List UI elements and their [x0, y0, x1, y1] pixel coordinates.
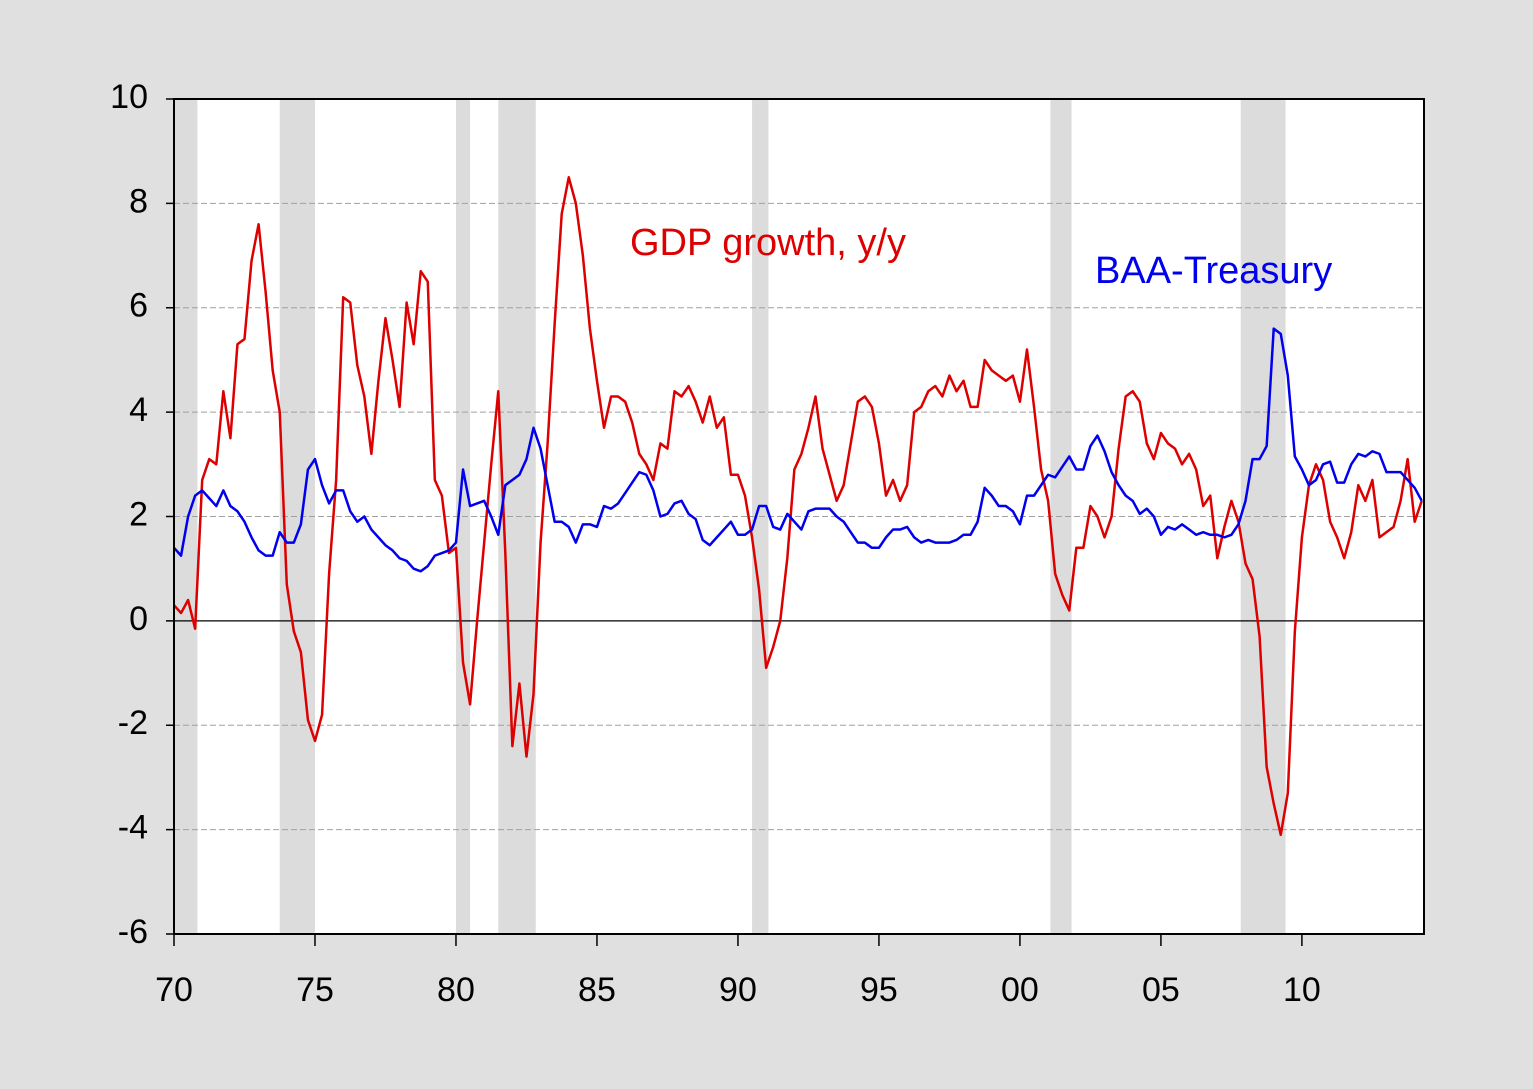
- y-tick-label: 10: [110, 78, 148, 116]
- y-tick-label: 8: [129, 182, 148, 220]
- y-tick-label: -2: [118, 704, 148, 742]
- x-tick-label: 95: [860, 971, 898, 1009]
- x-tick-label: 05: [1142, 971, 1180, 1009]
- series-line: [173, 327, 1423, 573]
- x-tick-label: 85: [578, 971, 616, 1009]
- x-tick-label: 75: [296, 971, 334, 1009]
- axis-layer: -6 -4 -2 0 2 4 6 8 10 70 75 80 85 90 95 00 05 10: [110, 78, 1321, 1009]
- series-line: [173, 176, 1423, 837]
- y-tick-label: 2: [129, 495, 148, 533]
- x-tick-label: 80: [437, 971, 475, 1009]
- y-tick-label: -6: [118, 913, 148, 951]
- y-tick-label: 0: [129, 600, 148, 638]
- y-tick-label: 4: [129, 391, 148, 429]
- annotation: BAA-Treasury: [1095, 250, 1332, 292]
- y-tick-label: -4: [118, 809, 148, 847]
- x-tick-label: 90: [719, 971, 757, 1009]
- x-tick-label: 70: [155, 971, 193, 1009]
- line-layer: [173, 176, 1423, 837]
- x-tick-label: 10: [1283, 971, 1321, 1009]
- x-tick-label: 00: [1001, 971, 1039, 1009]
- annotation: GDP growth, y/y: [630, 222, 906, 264]
- y-tick-label: 6: [129, 287, 148, 325]
